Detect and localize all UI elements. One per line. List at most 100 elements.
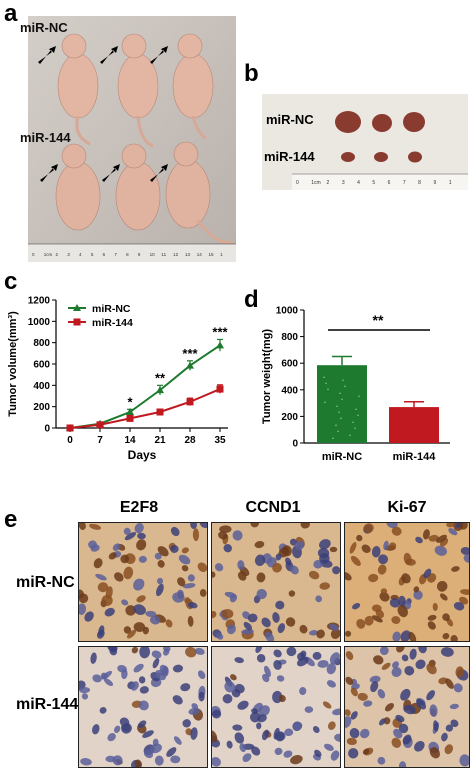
- cell-nucleus: [350, 687, 358, 697]
- cell-nucleus: [459, 754, 469, 767]
- cell-nucleus: [142, 730, 154, 738]
- cell-nucleus: [396, 647, 405, 653]
- cell-nucleus: [212, 756, 221, 767]
- cell-nucleus: [237, 560, 245, 570]
- cell-nucleus: [178, 554, 191, 565]
- cell-nucleus: [254, 554, 266, 567]
- cell-nucleus: [346, 737, 357, 746]
- cell-nucleus: [79, 603, 87, 615]
- cell-nucleus: [92, 674, 102, 683]
- significance-mark: *: [127, 394, 133, 409]
- cell-nucleus: [79, 593, 89, 604]
- cell-nucleus: [330, 750, 340, 761]
- cell-nucleus: [314, 749, 322, 758]
- cell-nucleus: [237, 700, 249, 710]
- cell-nucleus: [151, 650, 162, 659]
- cell-nucleus: [124, 532, 137, 541]
- cell-nucleus: [444, 744, 454, 755]
- ruler-number: 4: [357, 180, 360, 186]
- cell-nucleus: [80, 758, 92, 766]
- bar-texture-dot: [338, 411, 340, 413]
- cell-nucleus: [356, 618, 366, 629]
- cell-nucleus: [275, 553, 282, 561]
- bar-texture-dot: [340, 417, 342, 419]
- panel-d-letter: d: [244, 286, 259, 313]
- cell-nucleus: [181, 547, 189, 554]
- cell-nucleus: [432, 602, 438, 611]
- cell-nucleus: [371, 546, 381, 558]
- ruler-number: 14: [196, 252, 202, 257]
- legend-label: miR-144: [92, 317, 133, 329]
- cell-nucleus: [433, 720, 439, 732]
- cell-nucleus: [312, 651, 322, 660]
- y-tick-label: 0: [44, 424, 50, 435]
- cell-nucleus: [391, 737, 402, 748]
- cell-nucleus: [137, 720, 147, 728]
- cell-nucleus: [121, 599, 129, 606]
- tumors-photo: 0 1cm 2 3 4 5 6 7 8 9 1 miR-NC miR-144: [262, 94, 468, 190]
- cell-nucleus: [357, 692, 368, 701]
- cell-nucleus: [381, 662, 391, 670]
- cell-nucleus: [373, 655, 384, 665]
- cell-nucleus: [133, 622, 146, 632]
- ruler-number: 9: [137, 252, 141, 257]
- cell-nucleus: [223, 544, 232, 553]
- cell-nucleus: [272, 612, 280, 623]
- cell-nucleus: [96, 629, 105, 639]
- ruler-number: 9: [433, 180, 437, 186]
- data-point: [126, 414, 134, 422]
- cell-nucleus: [392, 661, 400, 669]
- cell-nucleus: [125, 605, 136, 616]
- y-tick-label: 400: [33, 381, 50, 392]
- cell-nucleus: [363, 523, 374, 534]
- ruler-b-labels: 0 1cm 2 3 4 5 6 7 8 9 1: [292, 180, 468, 190]
- bar-texture-dot: [354, 427, 356, 429]
- cell-nucleus: [300, 650, 307, 658]
- cell-nucleus: [290, 565, 299, 575]
- cell-nucleus: [136, 595, 146, 603]
- cell-nucleus: [276, 675, 285, 682]
- ruler-number: 5: [90, 252, 94, 257]
- cell-nucleus: [427, 621, 436, 630]
- cell-nucleus: [304, 706, 314, 713]
- legend-marker: [73, 318, 81, 326]
- cell-nucleus: [439, 593, 448, 601]
- cell-nucleus: [152, 738, 159, 746]
- cell-nucleus: [170, 755, 181, 764]
- cell-nucleus: [392, 631, 401, 641]
- cell-nucleus: [190, 727, 198, 740]
- cell-nucleus: [156, 577, 164, 585]
- cell-nucleus: [154, 755, 164, 766]
- cell-nucleus: [123, 566, 134, 580]
- cell-nucleus: [191, 703, 199, 710]
- cell-nucleus: [187, 574, 195, 582]
- cell-nucleus: [459, 596, 469, 605]
- cell-nucleus: [177, 589, 184, 597]
- ruler-number: 0: [32, 252, 35, 257]
- cell-nucleus: [329, 623, 339, 631]
- cell-nucleus: [84, 611, 94, 622]
- significance-mark: ***: [212, 324, 228, 339]
- cell-nucleus: [378, 554, 389, 565]
- cell-nucleus: [332, 566, 340, 575]
- cell-nucleus: [403, 552, 412, 565]
- cell-nucleus: [403, 704, 416, 715]
- cell-nucleus: [345, 709, 351, 716]
- bar-texture-dot: [332, 437, 334, 439]
- cell-nucleus: [214, 563, 224, 572]
- cell-nucleus: [296, 656, 309, 667]
- y-tick-label: 600: [281, 359, 298, 370]
- ruler-number: 1: [448, 180, 452, 186]
- cell-nucleus: [138, 676, 146, 684]
- cell-nucleus: [277, 623, 286, 634]
- cell-nucleus: [261, 617, 271, 628]
- col-title-ccnd1: CCND1: [245, 499, 301, 516]
- bar-texture-dot: [357, 414, 359, 416]
- cell-nucleus: [422, 529, 430, 540]
- ruler-number: 0: [296, 180, 299, 186]
- data-point: [96, 421, 104, 429]
- row-label-nc: miR-NC: [16, 574, 75, 591]
- tumor-weight-chart: 0 200 400 600 800 1000 Tumor weight(mg) miR-NC m…: [261, 306, 450, 463]
- x-tick-label: 0: [67, 435, 73, 446]
- bar-texture-dot: [327, 388, 329, 390]
